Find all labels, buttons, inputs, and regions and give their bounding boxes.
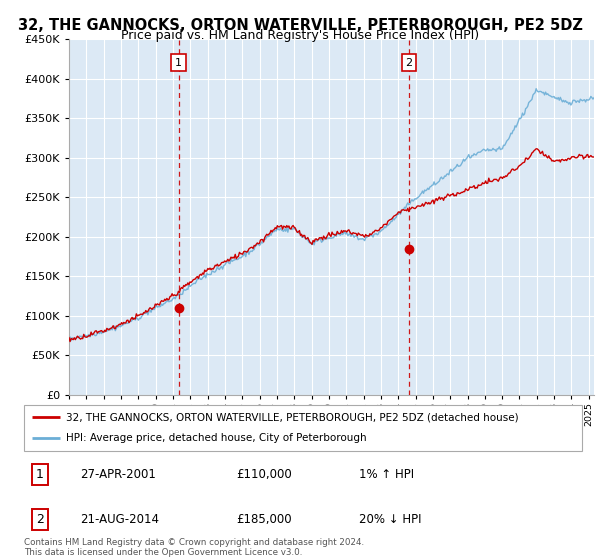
Text: 2: 2 — [406, 58, 413, 68]
Text: HPI: Average price, detached house, City of Peterborough: HPI: Average price, detached house, City… — [66, 433, 367, 444]
Text: 32, THE GANNOCKS, ORTON WATERVILLE, PETERBOROUGH, PE2 5DZ (detached house): 32, THE GANNOCKS, ORTON WATERVILLE, PETE… — [66, 412, 518, 422]
FancyBboxPatch shape — [24, 405, 582, 451]
Text: £110,000: £110,000 — [236, 468, 292, 481]
Text: £185,000: £185,000 — [236, 512, 292, 526]
Text: Contains HM Land Registry data © Crown copyright and database right 2024.
This d: Contains HM Land Registry data © Crown c… — [24, 538, 364, 557]
Text: 1: 1 — [175, 58, 182, 68]
Text: 27-APR-2001: 27-APR-2001 — [80, 468, 155, 481]
Text: 32, THE GANNOCKS, ORTON WATERVILLE, PETERBOROUGH, PE2 5DZ: 32, THE GANNOCKS, ORTON WATERVILLE, PETE… — [17, 18, 583, 33]
Text: 2: 2 — [35, 512, 44, 526]
Text: 20% ↓ HPI: 20% ↓ HPI — [359, 512, 421, 526]
Text: 21-AUG-2014: 21-AUG-2014 — [80, 512, 159, 526]
Text: 1: 1 — [35, 468, 44, 481]
Text: Price paid vs. HM Land Registry's House Price Index (HPI): Price paid vs. HM Land Registry's House … — [121, 29, 479, 42]
Text: 1% ↑ HPI: 1% ↑ HPI — [359, 468, 414, 481]
